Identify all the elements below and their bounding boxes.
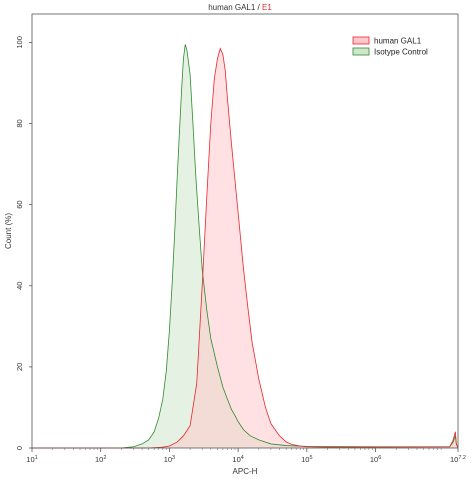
series-area-0 bbox=[32, 48, 458, 448]
legend-swatch-0 bbox=[352, 36, 370, 45]
x-tick-label-2: 103 bbox=[164, 455, 175, 464]
series-layer bbox=[32, 44, 459, 449]
x-tick-label-1: 102 bbox=[95, 455, 106, 464]
legend: human GAL1 Isotype Control bbox=[352, 36, 428, 57]
x-axis-title: APC-H bbox=[233, 467, 258, 476]
chart-title-gate: E1 bbox=[262, 3, 272, 12]
y-axis-title: Count (%) bbox=[4, 213, 13, 249]
y-tick-label-3: 60 bbox=[15, 200, 24, 208]
legend-label-0: human GAL1 bbox=[374, 37, 422, 46]
y-tick-label-2: 40 bbox=[15, 282, 24, 290]
chart-title-main: human GAL1 bbox=[208, 3, 256, 12]
plot-frame bbox=[31, 13, 459, 449]
y-tick-label-4: 80 bbox=[15, 119, 24, 127]
legend-swatch-1 bbox=[352, 47, 370, 56]
series-line-1 bbox=[32, 44, 459, 449]
x-tick-label-5: 106 bbox=[370, 455, 381, 464]
x-axis: 101 102 103 104 105 106 107.2 bbox=[26, 448, 466, 464]
x-tick-label-6: 107.2 bbox=[450, 455, 466, 464]
y-tick-label-0: 0 bbox=[15, 446, 24, 450]
chart-title-separator: / bbox=[255, 3, 262, 12]
y-tick-label-1: 20 bbox=[15, 363, 24, 371]
x-tick-label-3: 104 bbox=[232, 455, 243, 464]
y-tick-label-5: 100 bbox=[15, 36, 24, 49]
y-axis: 0 20 40 60 80 100 bbox=[15, 36, 32, 450]
legend-label-1: Isotype Control bbox=[374, 48, 428, 57]
series-line-0 bbox=[32, 47, 459, 449]
x-tick-label-0: 101 bbox=[26, 455, 37, 464]
chart-title: human GAL1 / E1 bbox=[208, 3, 272, 12]
x-tick-label-4: 105 bbox=[301, 455, 312, 464]
